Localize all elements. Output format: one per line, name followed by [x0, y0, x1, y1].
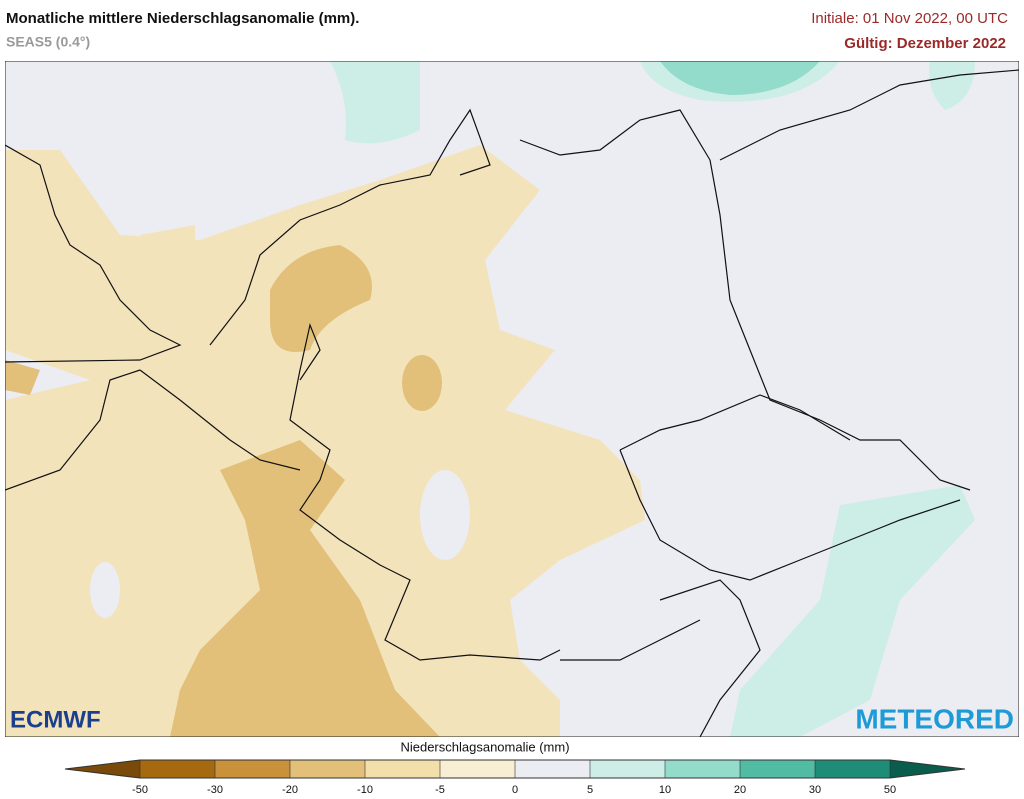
colorbar: -50 -30 -20 -10 -5 0 5 10 20 30 50	[64, 759, 966, 796]
colorbar-tick-label: -5	[435, 784, 445, 796]
dry-patch	[270, 245, 372, 352]
ecmwf-logo: ECMWF	[10, 706, 101, 733]
colorbar-tick-label: 5	[587, 784, 593, 796]
wet-area	[330, 61, 420, 144]
colorbar-end	[890, 760, 965, 778]
init-time: Initiale: 01 Nov 2022, 00 UTC	[811, 10, 1008, 27]
colorbar-bin	[665, 760, 740, 778]
map	[5, 61, 1019, 737]
colorbar-bin	[815, 760, 890, 778]
colorbar-bin	[140, 760, 215, 778]
colorbar-bin	[740, 760, 815, 778]
borders	[5, 69, 1019, 737]
colorbar-tick-label: 0	[512, 784, 518, 796]
colorbar-label: Niederschlagsanomalie (mm)	[400, 739, 569, 754]
colorbar-bin	[365, 760, 440, 778]
colorbar-bin	[290, 760, 365, 778]
colorbar-tick-label: 10	[659, 784, 671, 796]
colorbar-tick-label: -30	[207, 784, 223, 796]
colorbar-tick-label: -20	[282, 784, 298, 796]
subtitle: SEAS5 (0.4°)	[6, 34, 90, 50]
colorbar-end	[65, 760, 140, 778]
colorbar-bin	[215, 760, 290, 778]
colorbar-bin	[515, 760, 590, 778]
colorbar-tick-label: 50	[884, 784, 896, 796]
colorbar-tick-label: 30	[809, 784, 821, 796]
title: Monatliche mittlere Niederschlagsanomali…	[6, 10, 359, 27]
colorbar-tick-label: 20	[734, 784, 746, 796]
meteored-logo: METEORED	[855, 703, 1014, 734]
colorbar-bin	[440, 760, 515, 778]
colorbar-tick-label: -10	[357, 784, 373, 796]
valid-time: Gültig: Dezember 2022	[844, 35, 1006, 52]
colorbar-bin	[590, 760, 665, 778]
colorbar-tick-label: -50	[132, 784, 148, 796]
dry-area	[5, 145, 645, 737]
